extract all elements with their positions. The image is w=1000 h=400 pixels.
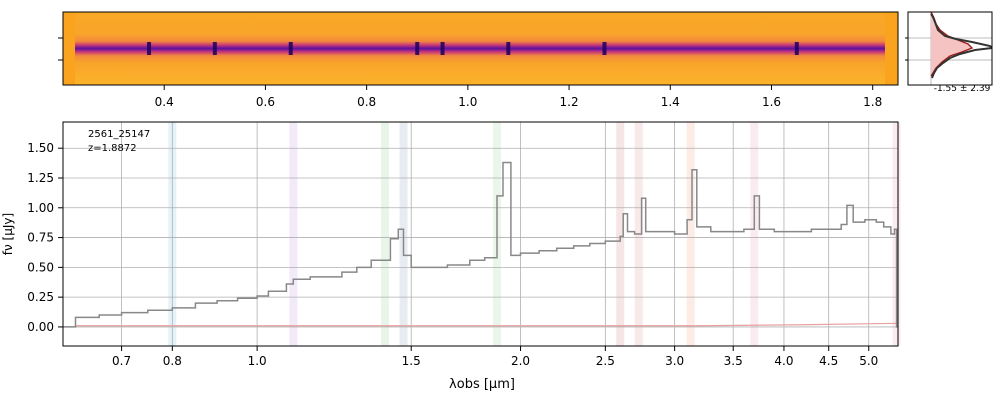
- spectrum-2d-xtick-label: 1.2: [560, 95, 579, 109]
- y-tick-label: 1.50: [27, 141, 54, 155]
- x-tick-label: 5.0: [859, 354, 878, 368]
- spectrum-1d-panel: 0.7 0.8 1.0 1.5 2.0 2.5 3.0 3.5 4.0 4.5 5.0 0.00 0.2…: [1, 121, 901, 392]
- spectrum-2d-xtick-label: 1.4: [661, 95, 680, 109]
- y-tick-label: 0.25: [27, 290, 54, 304]
- spectrum-1d-background: [63, 122, 898, 346]
- histogram-label: -1.55 ± 2.39: [934, 84, 991, 94]
- spectrum-1d-frame: [62, 121, 899, 347]
- trace-dark-spot: [602, 42, 607, 55]
- x-tick-label: 3.5: [724, 354, 743, 368]
- x-tick-label: 1.5: [402, 354, 421, 368]
- trace-dark-spot: [147, 42, 152, 55]
- redshift-label: z=1.8872: [88, 143, 137, 154]
- emission-band: [616, 122, 625, 346]
- x-tick-label: 4.0: [774, 354, 793, 368]
- spectrum-line: [63, 161, 898, 328]
- histogram-frame: [907, 11, 993, 86]
- emission-band: [686, 122, 695, 346]
- x-tick-label: 3.0: [665, 354, 684, 368]
- spectrum-2d-frame: [62, 11, 899, 86]
- x-axis-label: λobs [μm]: [449, 377, 515, 392]
- trace-dark-spot: [288, 42, 293, 55]
- y-tick-label: 0.50: [27, 260, 54, 274]
- spectrum-2d-xtick-label: 1.0: [458, 95, 477, 109]
- x-tick-label: 4.5: [819, 354, 838, 368]
- spectrum-2d-image: [75, 12, 885, 85]
- emission-band: [289, 122, 298, 346]
- histogram-step-line: [930, 13, 993, 49]
- x-tick-label: 1.0: [248, 354, 267, 368]
- trace-dark-spot: [212, 42, 217, 55]
- trace-dark-spot: [794, 42, 799, 55]
- spectrum-1d-axes: 0.7 0.8 1.0 1.5 2.0 2.5 3.0 3.5 4.0 4.5 5.0 0.00 0.2…: [27, 141, 878, 368]
- trace-dark-spot: [440, 42, 445, 55]
- spectrum-2d-xtick-label: 0.4: [155, 95, 174, 109]
- y-tick-label: 1.25: [27, 171, 54, 185]
- trace-dark-spot: [415, 42, 420, 55]
- histogram-step-line: [931, 47, 993, 79]
- histogram-panel: -1.55 ± 2.39: [905, 11, 993, 94]
- y-tick-label: 1.00: [27, 201, 54, 215]
- spectrum-2d-xtick-label: 0.8: [357, 95, 376, 109]
- trace-dark-spot: [506, 42, 511, 55]
- emission-band: [750, 122, 759, 346]
- error-line: [75, 322, 897, 327]
- x-tick-label: 0.7: [112, 354, 131, 368]
- spectrum-2d-xtick-label: 1.8: [863, 95, 882, 109]
- spectrum-2d-xtick-label: 0.6: [256, 95, 275, 109]
- spectrum-2d-xtick-label: 1.6: [762, 95, 781, 109]
- y-tick-label: 0.75: [27, 231, 54, 245]
- x-tick-label: 2.5: [596, 354, 615, 368]
- emission-band: [380, 122, 389, 346]
- spectrum-1d-grid: [63, 122, 898, 346]
- spectrum-2d-xticks: 0.4 0.6 0.8 1.0 1.2 1.4 1.6 1.8: [155, 85, 882, 109]
- object-id-label: 2561_25147: [88, 129, 150, 140]
- x-tick-label: 0.8: [163, 354, 182, 368]
- x-tick-label: 2.0: [511, 354, 530, 368]
- histogram-fill: [931, 12, 972, 76]
- trace-spots: [147, 42, 799, 55]
- y-axis-label: fν [μJy]: [1, 213, 15, 255]
- spectrum-2d-panel: 0.4 0.6 0.8 1.0 1.2 1.4 1.6 1.8: [58, 11, 899, 109]
- y-tick-label: 0.00: [27, 320, 54, 334]
